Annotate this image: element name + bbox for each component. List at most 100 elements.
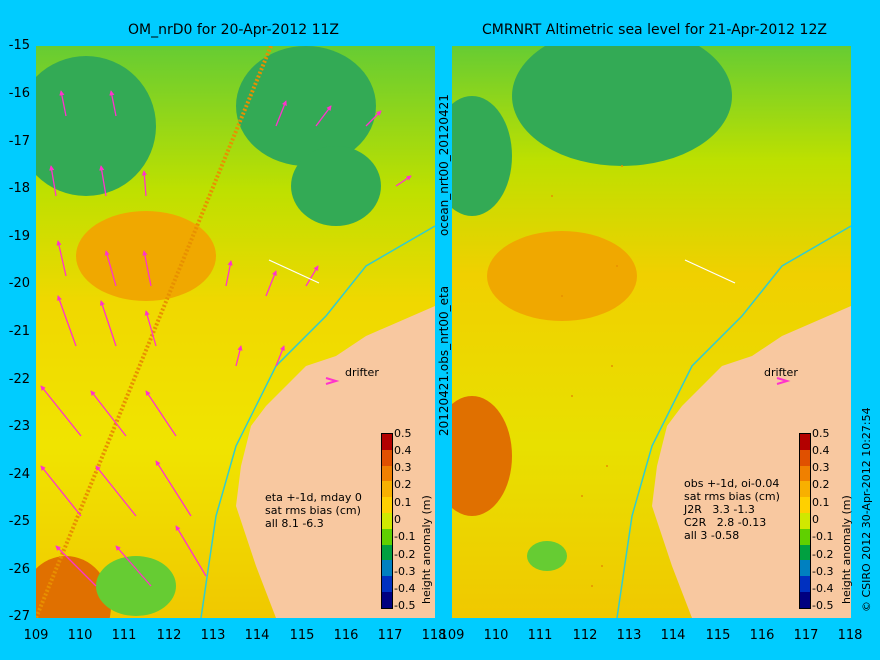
eddy-orange-center — [76, 211, 216, 301]
colorbar-swatch — [382, 465, 392, 482]
right-colorbar-label: height anomaly (m) — [840, 495, 853, 604]
y-tick: -23 — [8, 419, 30, 434]
colorbar-swatch — [382, 544, 392, 561]
eddy-green-northeast — [291, 146, 381, 226]
x-tick: 109 — [439, 628, 465, 643]
colorbar-tick: -0.2 — [394, 548, 416, 561]
current-arrows — [40, 90, 412, 587]
colorbar-tick: 0 — [394, 513, 401, 526]
x-tick: 109 — [23, 628, 49, 643]
obs-file-label: 20120421.obs_nrt00_eta — [437, 285, 451, 436]
eddy-green-south — [527, 541, 567, 571]
colorbar-tick: -0.5 — [394, 599, 416, 612]
left-drifter-label: drifter — [345, 366, 379, 379]
x-tick: 112 — [156, 628, 182, 643]
colorbar-swatch — [800, 576, 810, 592]
eddy-green-north — [512, 46, 732, 166]
y-tick: -15 — [8, 38, 30, 53]
colorbar-swatch — [382, 591, 392, 608]
colorbar-swatch — [800, 497, 810, 513]
colorbar-swatch — [800, 544, 810, 561]
x-tick: 113 — [200, 628, 226, 643]
colorbar-tick: -0.2 — [812, 548, 834, 561]
eddy-orange-center — [487, 231, 637, 321]
colorbar-tick: -0.4 — [394, 582, 416, 595]
colorbar-swatch — [800, 528, 810, 545]
left-stats-annotation: eta +-1d, mday 0 sat rms bias (cm) all 8… — [265, 491, 362, 530]
colorbar-swatch — [382, 434, 392, 450]
x-tick: 115 — [705, 628, 731, 643]
colorbar-tick: 0.3 — [394, 461, 412, 474]
colorbar-tick: 0.5 — [394, 427, 412, 440]
y-tick: -25 — [8, 514, 30, 529]
drifter-marker — [776, 377, 791, 385]
coast-track-line — [616, 225, 851, 618]
right-drifter-label: drifter — [764, 366, 798, 379]
left-colorbar — [381, 433, 393, 609]
y-tick: -26 — [8, 562, 30, 577]
colorbar-tick: 0.2 — [812, 478, 830, 491]
colorbar-tick: 0.1 — [812, 496, 830, 509]
x-tick: 116 — [749, 628, 775, 643]
colorbar-tick: 0.1 — [394, 496, 412, 509]
x-tick: 116 — [333, 628, 359, 643]
right-panel-title: CMRNRT Altimetric sea level for 21-Apr-2… — [482, 22, 827, 38]
colorbar-swatch — [800, 512, 810, 529]
x-tick: 113 — [616, 628, 642, 643]
colorbar-tick: -0.1 — [812, 530, 834, 543]
transect-line — [268, 259, 320, 284]
colorbar-tick: -0.3 — [394, 565, 416, 578]
eddy-green-northwest — [36, 56, 156, 196]
right-stats-annotation: obs +-1d, oi-0.04 sat rms bias (cm) J2R … — [684, 477, 780, 542]
colorbar-swatch — [382, 576, 392, 592]
x-tick: 118 — [837, 628, 863, 643]
colorbar-swatch — [800, 465, 810, 482]
y-tick: -17 — [8, 134, 30, 149]
colorbar-swatch — [382, 449, 392, 466]
satellite-track-line — [36, 46, 273, 618]
colorbar-swatch — [382, 528, 392, 545]
colorbar-swatch — [800, 481, 810, 498]
colorbar-swatch — [382, 481, 392, 498]
x-tick: 111 — [527, 628, 553, 643]
right-map-panel — [452, 46, 851, 618]
x-tick: 110 — [483, 628, 509, 643]
y-tick: -22 — [8, 372, 30, 387]
colorbar-swatch — [800, 434, 810, 450]
left-panel-title: OM_nrD0 for 20-Apr-2012 11Z — [128, 22, 339, 38]
model-file-label: ocean_nrt00_20120421 — [437, 94, 451, 236]
x-tick: 117 — [793, 628, 819, 643]
colorbar-swatch — [800, 449, 810, 466]
x-tick: 118 — [421, 628, 447, 643]
altimeter-track-dots — [551, 165, 623, 587]
y-tick: -18 — [8, 181, 30, 196]
x-tick: 114 — [244, 628, 270, 643]
right-colorbar — [799, 433, 811, 609]
colorbar-swatch — [382, 512, 392, 529]
colorbar-tick: 0.2 — [394, 478, 412, 491]
colorbar-swatch — [382, 497, 392, 513]
colorbar-swatch — [800, 560, 810, 577]
y-tick: -20 — [8, 276, 30, 291]
transect-line — [684, 259, 736, 284]
colorbar-tick: 0.4 — [394, 444, 412, 457]
y-tick: -16 — [8, 86, 30, 101]
eddy-green-north — [236, 46, 376, 166]
y-tick: -24 — [8, 467, 30, 482]
colorbar-tick: 0.3 — [812, 461, 830, 474]
left-colorbar-label: height anomaly (m) — [420, 495, 433, 604]
x-tick: 114 — [660, 628, 686, 643]
colorbar-swatch — [382, 560, 392, 577]
colorbar-tick: 0.5 — [812, 427, 830, 440]
colorbar-tick: -0.5 — [812, 599, 834, 612]
left-map-panel — [36, 46, 435, 618]
colorbar-tick: -0.3 — [812, 565, 834, 578]
y-tick: -19 — [8, 229, 30, 244]
y-tick: -27 — [8, 609, 30, 624]
eddy-orange-west — [452, 396, 512, 516]
x-tick: 111 — [111, 628, 137, 643]
colorbar-tick: 0 — [812, 513, 819, 526]
x-tick: 117 — [377, 628, 403, 643]
x-tick: 115 — [289, 628, 315, 643]
x-tick: 110 — [67, 628, 93, 643]
